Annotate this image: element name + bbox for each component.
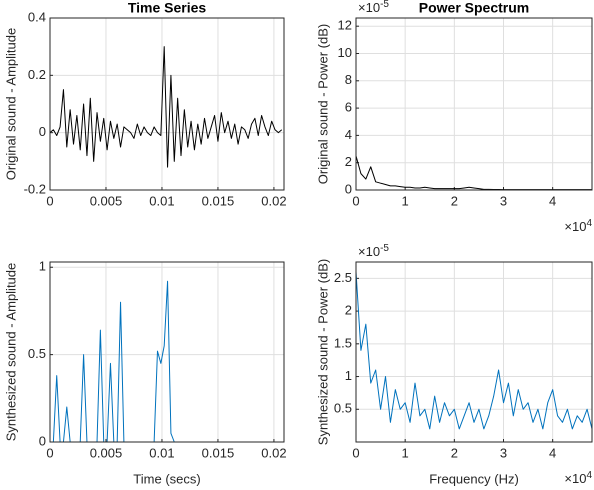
y-tick-label: 2 [345,303,352,318]
series-line [355,271,593,430]
multiplier-base: ×10 [358,244,380,259]
multiplier-base: ×10 [358,0,380,15]
plot-frame [49,261,285,443]
x-tick-label: 0.015 [202,445,235,460]
y-tick-label: 0 [345,181,352,196]
y-tick-label: 10 [338,45,352,60]
y-tick-label: 2.5 [334,270,352,285]
y-tick-label: 1 [39,259,46,274]
y-tick-label: 6 [345,100,352,115]
axis-multiplier: ×104 [564,218,592,235]
x-tick-label: 3 [500,445,507,460]
plot-frame [355,17,593,191]
x-axis-label: Time (secs) [133,471,200,486]
x-tick-label: 0.01 [149,193,174,208]
axis-multiplier: ×10-5 [358,0,389,15]
y-tick-label: 4 [345,127,352,142]
x-tick-label: 3 [500,193,507,208]
x-tick-label: 0.02 [261,193,286,208]
y-tick-label: 8 [345,72,352,87]
x-tick-label: 0 [352,445,359,460]
x-tick-label: 1 [402,193,409,208]
plot-frame [355,261,593,443]
plot-frame [49,17,285,191]
multiplier-exponent: -5 [380,0,389,10]
y-tick-label: 0.4 [28,9,46,24]
y-tick-label: 2 [345,154,352,169]
chart-title: Time Series [128,0,207,16]
x-tick-label: 0 [46,193,53,208]
y-axis-label: Synthesized sound - Power (dB) [315,259,330,445]
multiplier-exponent: 4 [586,218,592,229]
y-tick-label: 0.5 [28,346,46,361]
x-tick-label: 0.005 [90,193,123,208]
x-tick-label: 4 [549,445,556,460]
multiplier-base: ×10 [564,471,586,486]
axis-multiplier: ×10-5 [358,243,389,260]
y-tick-label: 0.2 [28,67,46,82]
y-axis-label: Synthesized sound - Amplitude [3,263,18,442]
multiplier-exponent: -5 [380,243,389,254]
x-axis-label: Frequency (Hz) [429,471,519,486]
multiplier-base: ×10 [564,219,586,234]
y-axis-label: Original sound - Amplitude [3,28,18,180]
x-tick-label: 0.015 [202,193,235,208]
y-tick-label: 0 [39,433,46,448]
multiplier-exponent: 4 [586,470,592,481]
y-tick-label: 0.5 [334,401,352,416]
x-tick-label: 0 [352,193,359,208]
y-axis-label: Original sound - Power (dB) [315,24,330,184]
y-tick-label: 12 [338,18,352,33]
chart-title: Power Spectrum [419,0,529,16]
x-tick-label: 0.02 [261,445,286,460]
axis-multiplier: ×104 [564,470,592,487]
x-tick-label: 0.005 [90,445,123,460]
y-tick-label: 1 [345,368,352,383]
x-tick-label: 1 [402,445,409,460]
x-tick-label: 0 [46,445,53,460]
x-tick-label: 2 [451,193,458,208]
y-tick-label: 0 [39,124,46,139]
x-tick-label: 0.01 [149,445,174,460]
x-tick-label: 4 [549,193,556,208]
y-tick-label: -0.2 [24,181,46,196]
plot-area [355,17,593,191]
x-tick-label: 2 [451,445,458,460]
series-line [49,46,283,168]
y-tick-label: 1.5 [334,335,352,350]
